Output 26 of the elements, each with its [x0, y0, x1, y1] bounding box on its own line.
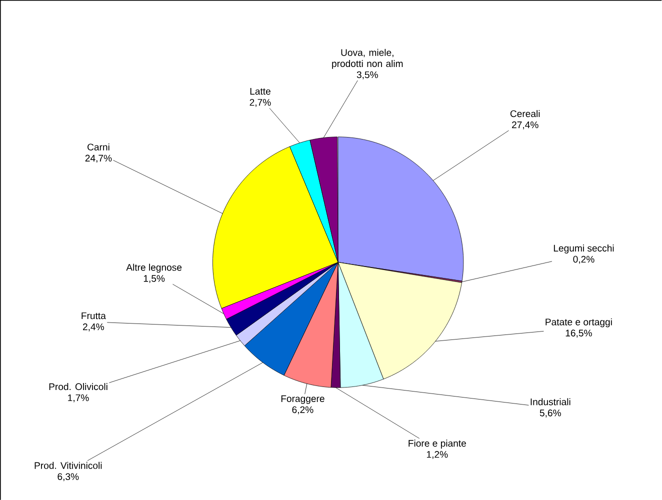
- data-label: 1,7%: [68, 394, 89, 402]
- data-label: 3,5%: [356, 71, 378, 80]
- data-label: 0,2%: [573, 256, 594, 264]
- data-label: 2,7%: [250, 98, 271, 107]
- slice-label: Patate e ortaggi: [546, 318, 612, 328]
- data-label: 6,2%: [292, 406, 314, 414]
- data-label: 1,5%: [144, 275, 165, 283]
- data-label: 24,7%: [85, 154, 112, 163]
- slice-label: Altre legnose: [126, 264, 182, 273]
- slice-label: Fiore e piante: [408, 440, 466, 448]
- slice-label: Carni: [88, 143, 110, 150]
- data-label: 27,4%: [512, 121, 538, 130]
- data-label: 16,5%: [566, 330, 592, 338]
- slice-label: Frutta: [82, 312, 106, 320]
- data-label: 1,2%: [426, 450, 448, 459]
- slice-label: Cereali: [510, 110, 540, 117]
- slice-label: Prod. Vitivinicoli: [34, 462, 102, 469]
- slice-label: Uova, miele, prodotti non alim: [332, 48, 403, 69]
- slice-label: Prod. Olivicoli: [49, 382, 108, 390]
- slice-label: Foraggere: [281, 395, 324, 404]
- data-label: 5,6%: [540, 409, 561, 418]
- slice-label: Industriali: [530, 398, 570, 406]
- data-label: 6,3%: [58, 473, 79, 482]
- slice-label: Latte: [250, 88, 270, 95]
- data-label: 2,4%: [82, 323, 104, 332]
- slice-label: Legumi secchi: [554, 244, 614, 254]
